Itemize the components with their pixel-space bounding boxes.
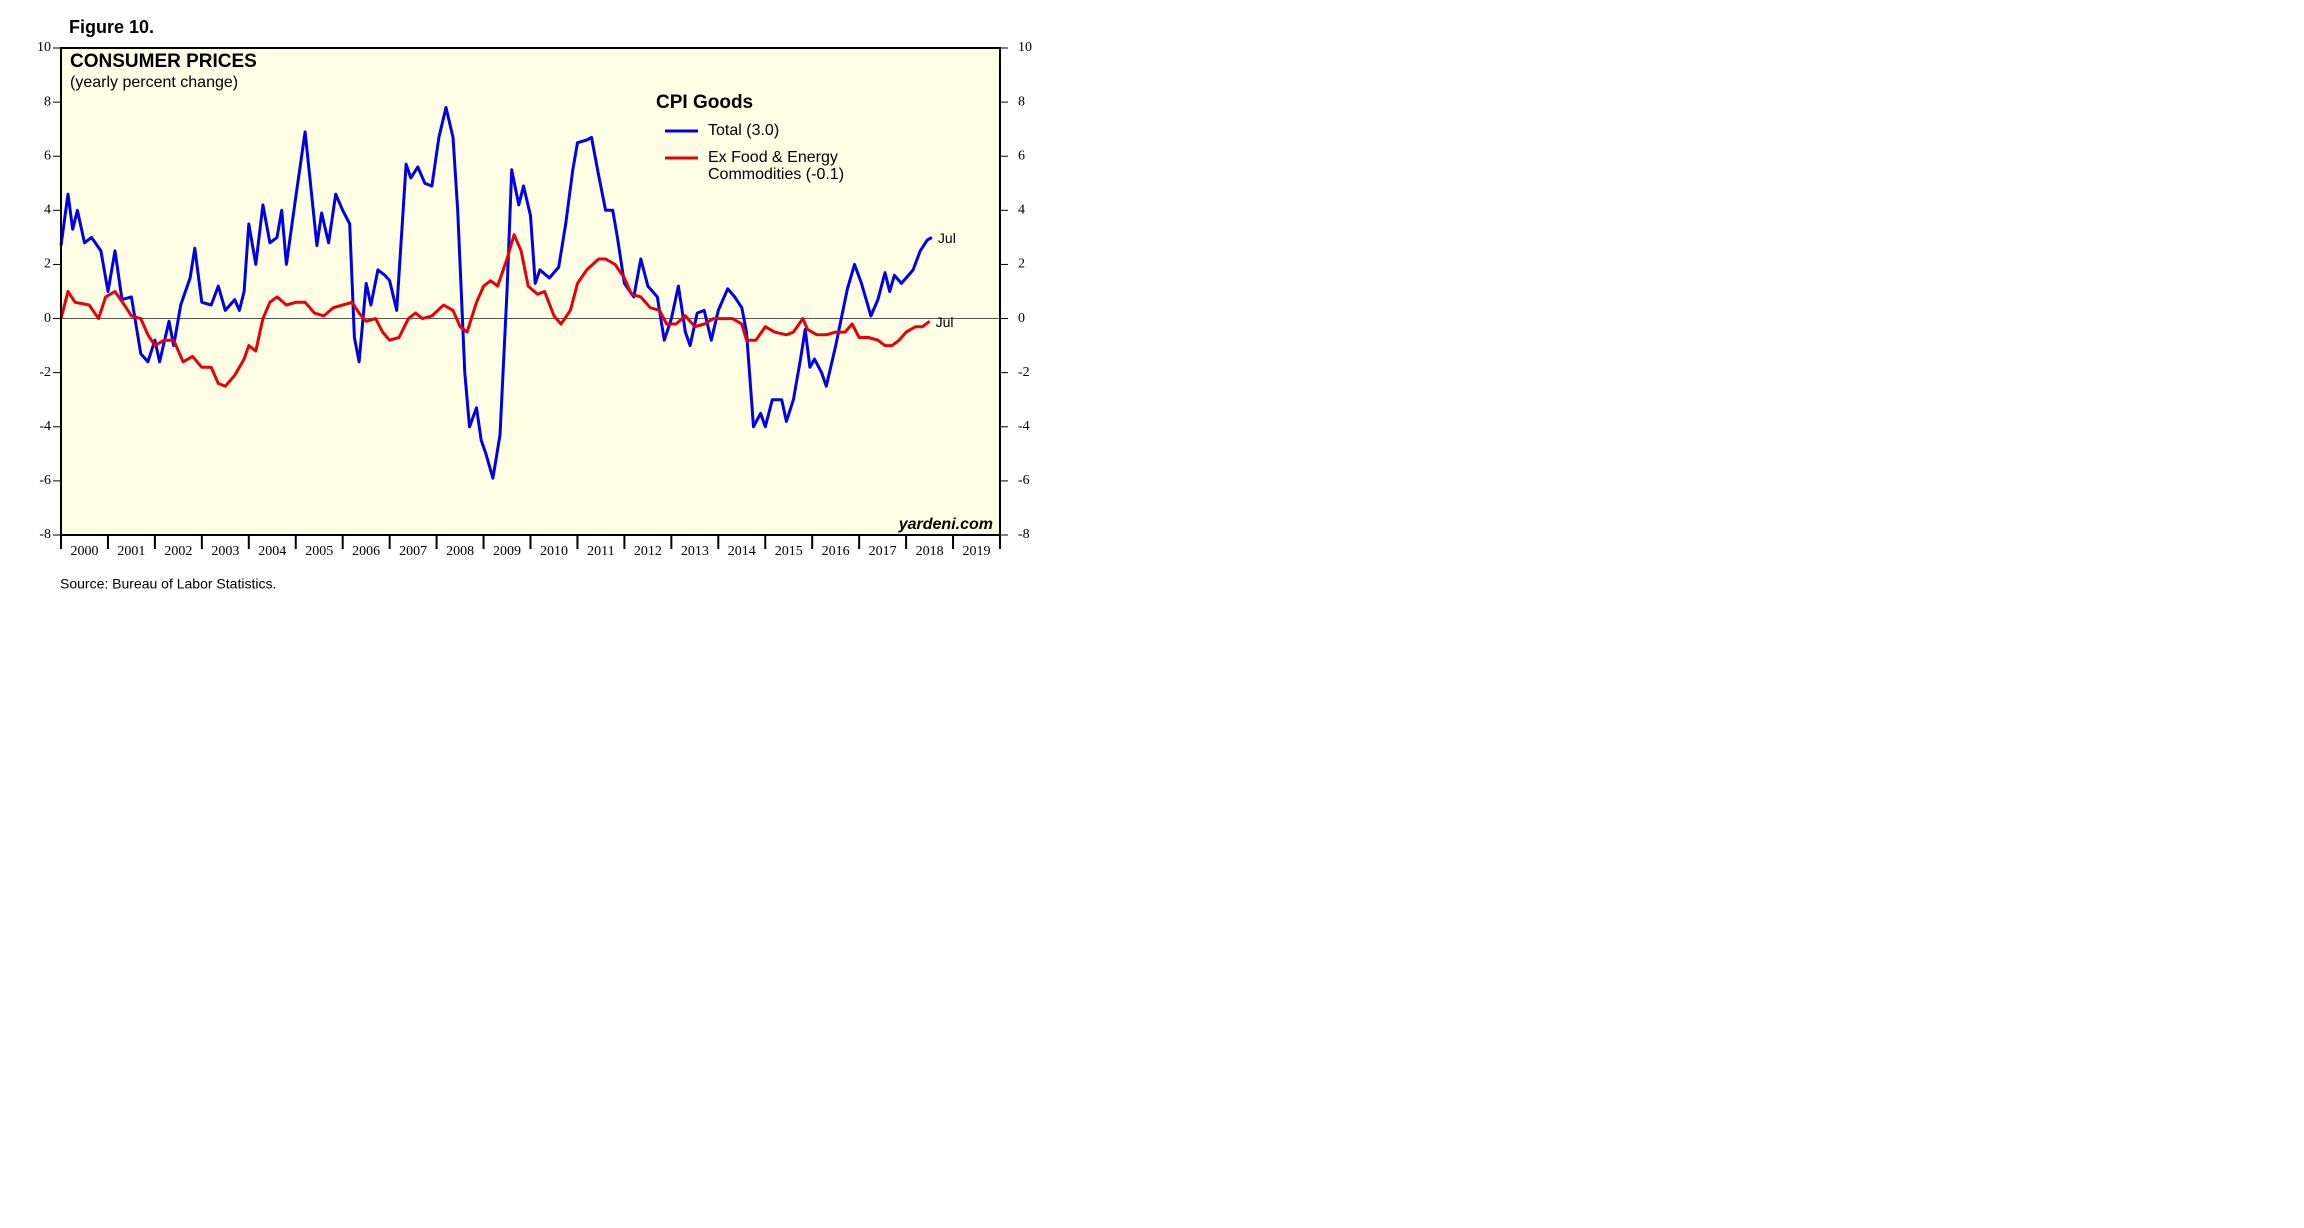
y2-tick-label: -8 (1018, 527, 1030, 542)
x-tick-label: 2006 (352, 544, 380, 559)
x-tick-label: 2014 (728, 544, 756, 559)
plot-frame (60, 47, 1001, 536)
source: Source: Bureau of Labor Statistics. (60, 576, 276, 592)
y2-tick-label: -6 (1018, 473, 1030, 488)
x-tick-label: 2018 (916, 544, 944, 559)
y-tick-label: -8 (39, 527, 51, 542)
x-tick-label: 2003 (211, 544, 239, 559)
x-tick-label: 2015 (775, 544, 803, 559)
x-tick-label: 2001 (117, 544, 145, 559)
series-line (59, 106, 933, 480)
legend-label: Total (3.0) (708, 122, 780, 139)
chart-subtitle: (yearly percent change) (70, 74, 238, 91)
y2-tick-label: 8 (1018, 94, 1025, 109)
legend-label: Ex Food & Energy Commodities (-0.1) (708, 149, 845, 183)
legend-entry: Ex Food & Energy Commodities (-0.1) (708, 149, 845, 183)
x-tick-label: 2000 (70, 544, 98, 559)
y2-tick-label: 4 (1018, 203, 1025, 218)
y2-tick-label: -2 (1018, 365, 1030, 380)
x-tick-label: 2005 (305, 544, 333, 559)
end-label: Jul (936, 314, 954, 330)
y-tick-label: 4 (44, 203, 51, 218)
x-tick-label: 2009 (493, 544, 521, 559)
x-tick-label: 2013 (681, 544, 709, 559)
x-tick-label: 2007 (399, 544, 427, 559)
legend-title: CPI Goods (656, 92, 753, 113)
watermark: yardeni.com (898, 516, 993, 533)
y-tick-label: -6 (39, 473, 51, 488)
x-tick-label: 2017 (869, 544, 897, 559)
y2-tick-label: 0 (1018, 311, 1025, 326)
x-tick-label: 2010 (540, 544, 568, 559)
y-tick-label: -4 (39, 419, 51, 434)
x-tick-label: 2008 (446, 544, 474, 559)
x-tick-label: 2016 (822, 544, 850, 559)
x-tick-label: 2019 (963, 544, 991, 559)
y-tick-label: 2 (44, 257, 51, 272)
y2-tick-label: 2 (1018, 257, 1025, 272)
end-label: Jul (938, 230, 956, 246)
y2-tick-label: 6 (1018, 148, 1025, 163)
chart-title: CONSUMER PRICES (70, 51, 257, 72)
y-tick-label: 0 (44, 311, 51, 326)
y2-tick-label: 10 (1018, 40, 1032, 55)
y-tick-label: 10 (37, 40, 51, 55)
x-tick-label: 2011 (587, 544, 614, 559)
x-tick-label: 2004 (258, 544, 286, 559)
series-line (59, 233, 931, 388)
x-tick-label: 2002 (164, 544, 192, 559)
y-tick-label: 6 (44, 148, 51, 163)
figure-label: Figure 10. (69, 17, 154, 37)
y-tick-label: 8 (44, 94, 51, 109)
legend-entry: Total (3.0) (708, 122, 780, 139)
y2-tick-label: -4 (1018, 419, 1030, 434)
y-tick-label: -2 (39, 365, 51, 380)
x-tick-label: 2012 (634, 544, 662, 559)
